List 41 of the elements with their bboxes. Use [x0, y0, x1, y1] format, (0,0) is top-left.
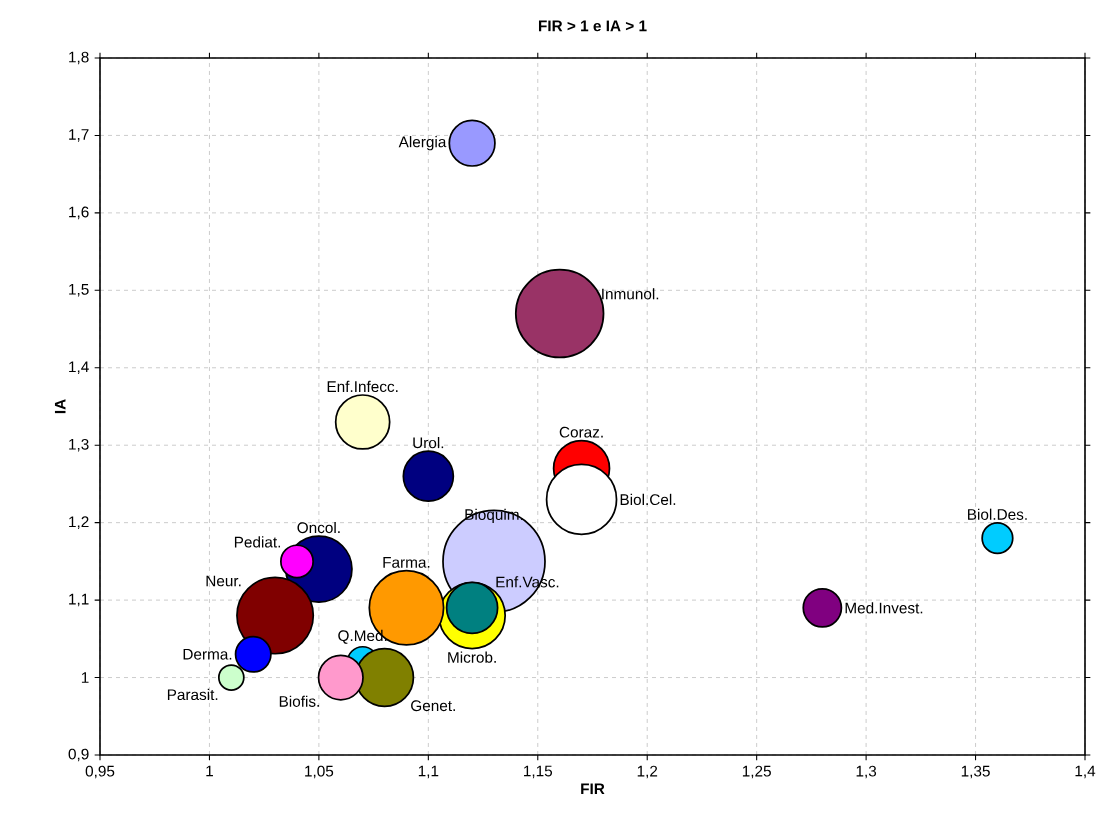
x-tick-label: 1,3 [856, 765, 877, 779]
annotation: Biofis. [279, 695, 319, 707]
x-tick-label: 0,95 [85, 765, 115, 779]
annotation: Inmunol. [602, 288, 659, 300]
x-tick-label: 1,25 [742, 765, 771, 779]
y-tick-label: 1,3 [69, 438, 89, 452]
x-tick-label: 1,2 [637, 765, 658, 779]
y-tick-label: 1 [81, 672, 89, 683]
annotation: Farma. [383, 557, 430, 568]
x-tick-label: 1,1 [418, 765, 439, 779]
annotation: Med.Invest. [845, 602, 923, 614]
annotation: Enf.Infecc. [327, 380, 398, 393]
y-tick-label: 0,9 [68, 748, 89, 762]
annotation: Genet. [411, 700, 455, 712]
annotation: Derma. [183, 648, 232, 660]
annotation: Parasit. [167, 688, 218, 701]
annotation: Biol.Des. [968, 508, 1027, 520]
y-tick-label: 1,6 [69, 206, 89, 220]
annotation: Neur. [206, 575, 241, 587]
x-tick-label: 1 [206, 765, 213, 777]
annotation: Q.Med. [338, 629, 387, 644]
y-tick-label: 1,7 [69, 129, 89, 142]
x-axis-title: FIR [581, 783, 605, 795]
annotation: Pediat. [234, 536, 281, 548]
y-tick-label: 1,1 [69, 593, 89, 607]
y-axis-title: IA [54, 399, 66, 414]
annotation: Alergia [398, 136, 447, 151]
annotation: Urol. [413, 437, 444, 449]
y-tick-label: 1,4 [69, 361, 89, 375]
annotation: Microb. [448, 651, 496, 663]
annotation: Biol.Cel. [620, 493, 676, 506]
y-tick-label: 1,8 [69, 51, 89, 65]
x-tick-label: 1,05 [305, 765, 334, 779]
chart-title: FIR > 1 e IA > 1 [538, 20, 647, 32]
x-tick-label: 1,35 [961, 765, 990, 779]
x-tick-label: 1,15 [524, 765, 553, 779]
annotation: Coraz. [559, 426, 603, 438]
y-tick-label: 1,2 [69, 516, 89, 529]
annotation: Oncol. [297, 521, 340, 534]
y-tick-label: 1,5 [69, 284, 89, 297]
x-tick-label: 1,4 [1075, 765, 1096, 779]
